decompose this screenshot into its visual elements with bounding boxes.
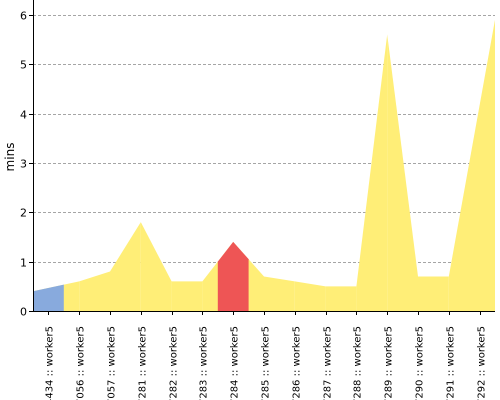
x-tick-label: #7284 :: worker5	[230, 326, 241, 400]
area-segment	[294, 281, 326, 311]
x-tick-label: #7282 :: worker5	[169, 326, 180, 400]
x-tick-label: #7285 :: worker5	[261, 326, 272, 400]
x-tick-label: #7290 :: worker5	[415, 326, 426, 400]
area-segment	[79, 271, 110, 311]
x-tick-label: #7291 :: worker5	[446, 326, 457, 400]
area-segment	[418, 276, 449, 311]
y-tick-label: 1	[20, 257, 27, 270]
area-highlight	[33, 284, 64, 311]
x-tick-label: #7292 :: worker5	[477, 326, 488, 400]
y-tick-label: 3	[20, 158, 27, 171]
area-segment	[264, 276, 295, 311]
x-tick-label: #7286 :: worker5	[292, 326, 303, 400]
y-tick-label: 0	[20, 306, 27, 319]
x-axis-labels: #4434 :: worker5 #7056 :: worker5 #7057 ::…	[45, 311, 488, 400]
y-tick-label: 4	[20, 109, 27, 122]
area-segment	[140, 222, 172, 311]
area-segment	[387, 34, 418, 312]
area-segment	[356, 34, 388, 312]
x-tick-label: #7288 :: worker5	[353, 326, 364, 400]
x-tick-label: #7287 :: worker5	[323, 326, 334, 400]
area-segment	[110, 222, 141, 311]
area-highlight	[217, 241, 249, 311]
y-tick-label: 5	[20, 59, 27, 72]
x-tick-label: #4434 :: worker5	[45, 326, 56, 400]
y-axis-title: mins	[3, 143, 17, 172]
x-tick-label: #7281 :: worker5	[138, 326, 149, 400]
y-tick-label: 6	[20, 10, 27, 23]
x-tick-label: #7289 :: worker5	[384, 326, 395, 400]
x-tick-label: #7057 :: worker5	[107, 326, 118, 400]
y-axis-ticks: 0 1 2 3 4 5 6	[20, 10, 33, 319]
area-segment	[448, 19, 495, 311]
x-tick-label: #7056 :: worker5	[76, 326, 87, 400]
area-segment	[325, 286, 357, 311]
gridlines	[33, 15, 495, 263]
area-segment	[171, 281, 203, 311]
x-tick-label: #7283 :: worker5	[199, 326, 210, 400]
axes	[33, 0, 495, 312]
y-tick-label: 2	[20, 207, 27, 220]
area-series	[33, 19, 495, 312]
